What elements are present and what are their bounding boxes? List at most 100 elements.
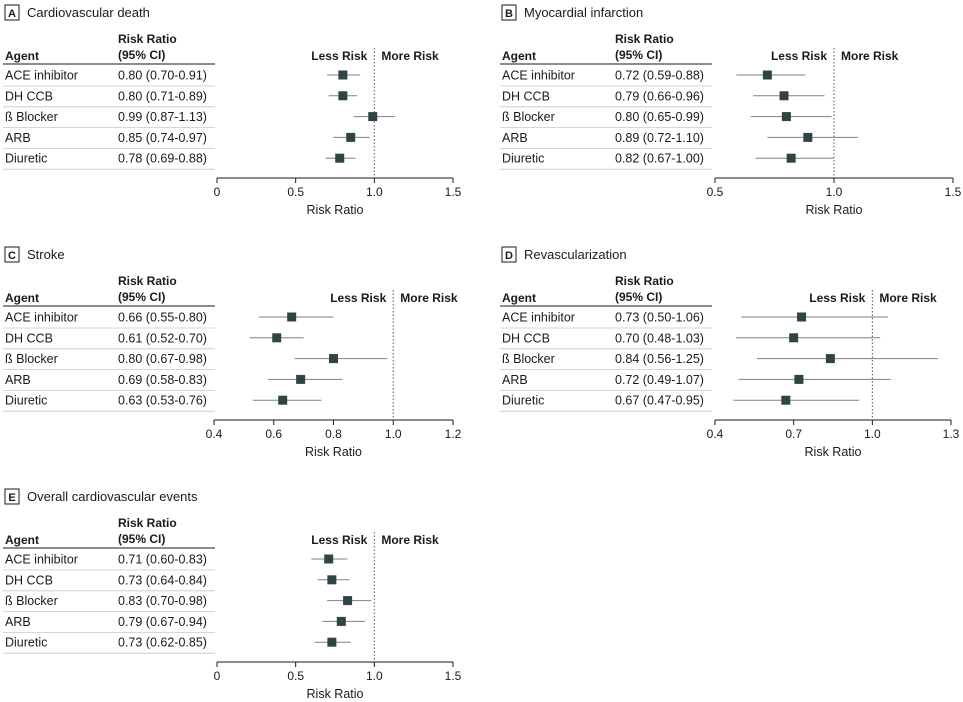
- ci-text: 0.67 (0.47-0.95): [615, 394, 704, 408]
- x-tick-label: 1.0: [826, 185, 843, 199]
- agent-label: Diuretic: [5, 636, 47, 650]
- agent-label: DH CCB: [5, 331, 53, 345]
- agent-label: ACE inhibitor: [5, 69, 78, 83]
- risk-ratio-header: Risk Ratio: [118, 274, 177, 288]
- ci-text: 0.80 (0.71-0.89): [118, 89, 207, 103]
- estimate-marker: [825, 354, 835, 364]
- more-risk-label: More Risk: [381, 533, 439, 547]
- x-axis-label: Risk Ratio: [307, 203, 364, 217]
- panel-c: C Stroke Agent Risk Ratio (95% CI) ACE inhibi…: [3, 246, 462, 459]
- ci-text: 0.66 (0.55-0.80): [118, 311, 207, 325]
- x-tick-label: 1.5: [945, 185, 962, 199]
- panel-letter: A: [8, 8, 16, 20]
- ci-text: 0.72 (0.59-0.88): [615, 69, 704, 83]
- ci-text: 0.78 (0.69-0.88): [118, 152, 207, 166]
- agent-label: ß Blocker: [5, 352, 58, 366]
- x-tick-label: 0.6: [265, 427, 282, 441]
- ci-text: 0.89 (0.72-1.10): [615, 131, 704, 145]
- agent-label: DH CCB: [502, 89, 550, 103]
- estimate-marker: [346, 132, 356, 142]
- estimate-marker: [781, 112, 791, 122]
- panel-letter: C: [8, 250, 16, 262]
- estimate-marker: [327, 637, 337, 647]
- risk-ratio-header: Risk Ratio: [118, 32, 177, 46]
- x-tick-label: 1.3: [943, 427, 960, 441]
- panel-letter-box: [501, 4, 517, 21]
- more-risk-label: More Risk: [879, 291, 937, 305]
- x-tick-label: 0.5: [287, 669, 304, 683]
- x-tick-label: 1.0: [864, 427, 881, 441]
- estimate-marker: [797, 312, 807, 322]
- agent-label: Diuretic: [5, 394, 47, 408]
- estimate-marker: [789, 333, 799, 343]
- ci-text: 0.80 (0.67-0.98): [118, 352, 207, 366]
- ci-text: 0.85 (0.74-0.97): [118, 131, 207, 145]
- ci-text: 0.83 (0.70-0.98): [118, 594, 207, 608]
- panel-letter: B: [505, 8, 513, 20]
- x-tick-label: 0.8: [325, 427, 342, 441]
- panel-letter: E: [8, 492, 15, 504]
- agent-label: DH CCB: [5, 89, 53, 103]
- agent-label: ARB: [5, 615, 31, 629]
- estimate-marker: [786, 153, 796, 163]
- estimate-marker: [335, 153, 345, 163]
- x-tick-label: 0: [214, 185, 221, 199]
- ci-text: 0.61 (0.52-0.70): [118, 331, 207, 345]
- ci-header: (95% CI): [118, 48, 165, 62]
- agent-label: ARB: [502, 373, 528, 387]
- estimate-marker: [338, 70, 348, 80]
- panel-letter-box: [501, 246, 517, 263]
- estimate-marker: [762, 70, 772, 80]
- ci-text: 0.99 (0.87-1.13): [118, 110, 207, 124]
- ci-text: 0.84 (0.56-1.25): [615, 352, 704, 366]
- less-risk-label: Less Risk: [330, 291, 386, 305]
- estimate-marker: [781, 395, 791, 405]
- panel-title: Overall cardiovascular events: [27, 489, 198, 504]
- agent-label: DH CCB: [5, 573, 53, 587]
- ci-header: (95% CI): [615, 290, 662, 304]
- agent-label: Diuretic: [5, 152, 47, 166]
- agent-label: Diuretic: [502, 152, 544, 166]
- panel-title: Myocardial infarction: [524, 5, 643, 20]
- panel-d: D Revascularization Agent Risk Ratio (95% CI…: [500, 246, 960, 459]
- less-risk-label: Less Risk: [809, 291, 865, 305]
- less-risk-label: Less Risk: [771, 49, 827, 63]
- x-tick-label: 1.5: [445, 669, 462, 683]
- agent-header: Agent: [5, 291, 39, 305]
- agent-label: ACE inhibitor: [502, 311, 575, 325]
- agent-label: ß Blocker: [5, 110, 58, 124]
- agent-label: ß Blocker: [502, 352, 555, 366]
- panel-e: E Overall cardiovascular events Agent Risk …: [3, 488, 462, 701]
- estimate-marker: [338, 91, 348, 101]
- agent-label: ACE inhibitor: [5, 553, 78, 567]
- x-axis-label: Risk Ratio: [305, 445, 362, 459]
- estimate-marker: [272, 333, 282, 343]
- x-tick-label: 1.0: [385, 427, 402, 441]
- agent-label: ARB: [5, 131, 31, 145]
- agent-label: ß Blocker: [502, 110, 555, 124]
- estimate-marker: [287, 312, 297, 322]
- more-risk-label: More Risk: [381, 49, 439, 63]
- panel-title: Revascularization: [524, 247, 627, 262]
- x-tick-label: 1.0: [366, 669, 383, 683]
- agent-label: ACE inhibitor: [502, 69, 575, 83]
- panel-letter-box: [4, 4, 20, 21]
- agent-header: Agent: [5, 49, 39, 63]
- estimate-marker: [336, 616, 346, 626]
- estimate-marker: [324, 554, 334, 564]
- ci-text: 0.69 (0.58-0.83): [118, 373, 207, 387]
- estimate-marker: [794, 374, 804, 384]
- estimate-marker: [779, 91, 789, 101]
- agent-header: Agent: [502, 49, 536, 63]
- panel-letter: D: [505, 250, 513, 262]
- ci-text: 0.71 (0.60-0.83): [118, 553, 207, 567]
- ci-header: (95% CI): [118, 532, 165, 546]
- ci-text: 0.73 (0.64-0.84): [118, 573, 207, 587]
- ci-text: 0.73 (0.50-1.06): [615, 311, 704, 325]
- ci-text: 0.73 (0.62-0.85): [118, 636, 207, 650]
- x-axis-label: Risk Ratio: [307, 687, 364, 701]
- x-axis-label: Risk Ratio: [806, 203, 863, 217]
- agent-label: ß Blocker: [5, 594, 58, 608]
- ci-text: 0.82 (0.67-1.00): [615, 152, 704, 166]
- estimate-marker: [278, 395, 288, 405]
